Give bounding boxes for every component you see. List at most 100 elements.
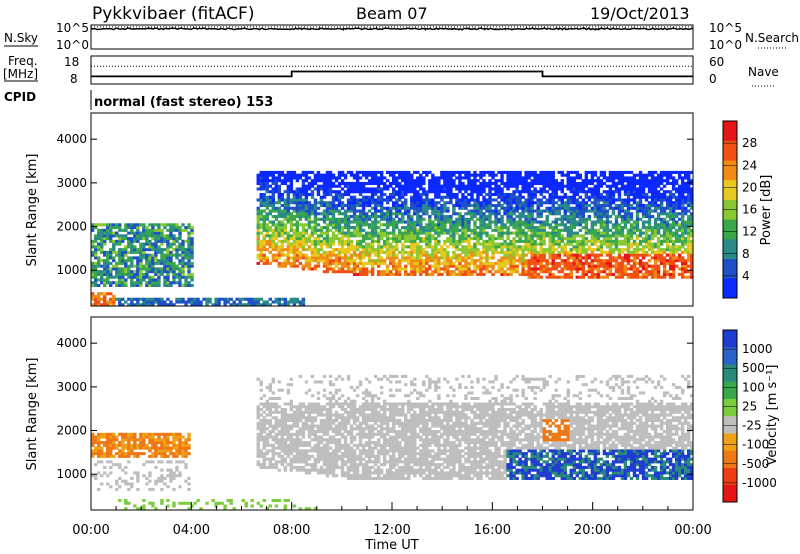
range-cell xyxy=(157,283,161,287)
range-cell xyxy=(653,184,658,188)
range-cell xyxy=(641,245,646,249)
range-cell xyxy=(307,261,312,265)
range-cell xyxy=(175,300,179,304)
range-cell xyxy=(157,239,161,243)
range-cell xyxy=(467,209,471,213)
range-cell xyxy=(587,170,592,174)
range-cell xyxy=(440,231,444,235)
range-cell xyxy=(593,192,598,197)
range-cell xyxy=(437,176,441,180)
range-cell xyxy=(545,223,549,227)
range-cell xyxy=(599,173,604,177)
range-cell xyxy=(587,256,592,260)
range-cell xyxy=(551,261,555,265)
range-cell xyxy=(668,190,673,194)
range-cell xyxy=(608,245,613,249)
range-cell xyxy=(313,212,318,216)
range-cell xyxy=(431,212,435,216)
range-cell xyxy=(500,228,504,232)
range-cell xyxy=(578,209,583,213)
range-cell xyxy=(632,226,637,230)
range-cell xyxy=(283,264,288,268)
range-cell xyxy=(325,256,330,260)
range-cell xyxy=(557,256,561,260)
range-cell xyxy=(367,179,372,183)
range-cell xyxy=(316,206,321,210)
range-cell xyxy=(100,223,104,227)
range-cell xyxy=(379,201,384,205)
range-cell xyxy=(322,190,327,194)
range-cell xyxy=(614,234,619,238)
range-cell xyxy=(316,264,321,268)
range-cell xyxy=(452,181,456,185)
range-cell xyxy=(647,272,652,276)
range-cell xyxy=(295,187,300,191)
range-cell xyxy=(482,184,486,188)
range-cell xyxy=(614,184,619,188)
range-cell xyxy=(626,209,631,213)
range-cell xyxy=(277,248,282,252)
range-cell xyxy=(352,264,357,268)
range-cell xyxy=(280,248,285,252)
range-cell xyxy=(94,294,98,299)
range-cell xyxy=(295,201,300,205)
range-cell xyxy=(458,248,462,252)
range-cell xyxy=(680,203,685,208)
range-cell xyxy=(485,209,489,213)
range-cell xyxy=(680,198,685,202)
range-cell xyxy=(551,198,555,202)
range-cell xyxy=(503,192,507,197)
range-cell xyxy=(581,261,586,265)
range-cell xyxy=(298,215,303,219)
range-cell xyxy=(647,184,652,188)
range-cell xyxy=(500,173,504,177)
range-cell xyxy=(596,267,601,271)
range-cell xyxy=(446,209,450,213)
range-cell xyxy=(674,212,679,216)
range-cell xyxy=(265,303,269,307)
range-cell xyxy=(527,237,531,241)
range-cell xyxy=(190,226,194,230)
range-cell xyxy=(539,267,543,271)
range-cell xyxy=(142,267,146,271)
range-cell xyxy=(515,259,519,263)
range-cell xyxy=(668,275,673,279)
range-cell xyxy=(175,237,179,241)
range-cell xyxy=(473,203,477,208)
range-cell xyxy=(286,203,291,208)
range-cell xyxy=(373,228,378,232)
range-cell xyxy=(385,256,390,260)
range-cell xyxy=(560,195,564,199)
range-cell xyxy=(280,297,285,301)
range-cell xyxy=(265,256,269,260)
range-cell xyxy=(289,256,294,260)
range-cell xyxy=(133,226,137,230)
range-cell xyxy=(187,267,191,271)
range-cell xyxy=(172,242,176,246)
range-cell xyxy=(596,212,601,216)
range-cell xyxy=(361,272,366,276)
range-cell xyxy=(581,256,586,260)
range-cell xyxy=(259,176,263,180)
range-cell xyxy=(581,248,586,252)
range-cell xyxy=(367,181,372,185)
range-cell xyxy=(602,237,607,241)
range-cell xyxy=(488,173,492,177)
range-cell xyxy=(94,272,98,276)
range-cell xyxy=(602,173,607,177)
range-cell xyxy=(115,223,119,227)
range-cell xyxy=(419,261,423,265)
range-cell xyxy=(265,234,269,238)
range-cell xyxy=(659,209,664,213)
range-cell xyxy=(476,259,480,263)
range-cell xyxy=(265,223,269,227)
range-cell xyxy=(641,181,646,185)
range-cell xyxy=(470,173,474,177)
range-cell xyxy=(584,179,589,183)
range-cell xyxy=(560,267,564,271)
range-cell xyxy=(124,264,128,268)
range-cell xyxy=(160,297,164,301)
range-cell xyxy=(265,203,269,208)
range-cell xyxy=(626,242,631,246)
range-cell xyxy=(452,234,456,238)
